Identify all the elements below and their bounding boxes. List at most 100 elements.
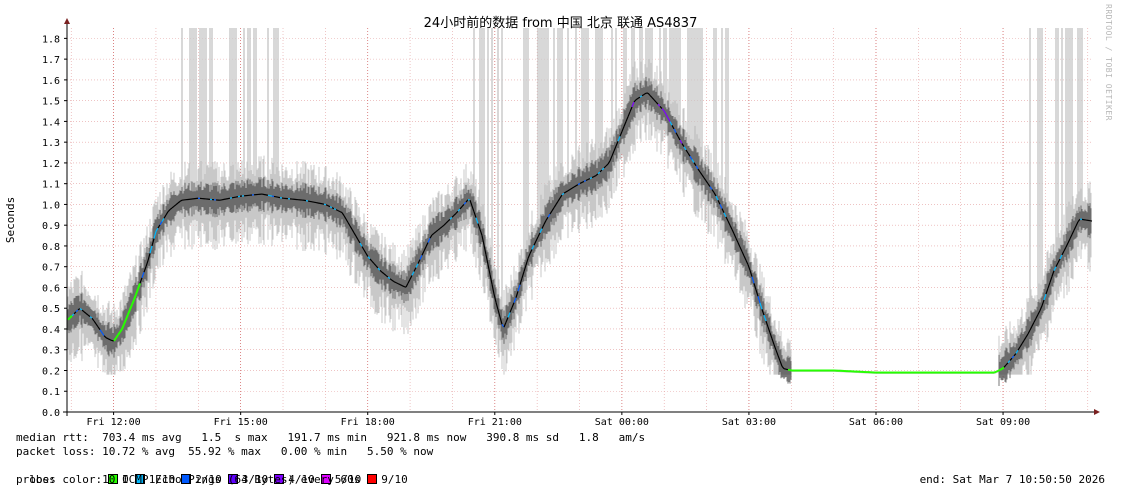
median-segment	[699, 171, 703, 176]
median-segment	[559, 194, 563, 199]
median-segment	[447, 218, 451, 222]
median-segment	[1049, 276, 1053, 283]
median-segment	[523, 264, 527, 272]
median-segment	[997, 369, 1001, 372]
median-segment	[753, 283, 757, 291]
y-tick-label: 0.8	[42, 242, 60, 253]
median-segment	[355, 235, 359, 240]
median-segment	[1011, 355, 1015, 359]
median-segment	[511, 302, 515, 308]
median-segment	[533, 240, 537, 246]
median-segment	[583, 179, 587, 183]
median-segment	[673, 128, 677, 133]
median-segment	[383, 273, 387, 276]
y-tick-label: 0.5	[42, 304, 60, 315]
median-segment	[121, 323, 125, 330]
median-segment	[167, 209, 171, 213]
median-segment	[415, 263, 419, 268]
median-segment	[491, 284, 495, 295]
median-segment	[435, 229, 439, 233]
median-segment	[655, 101, 659, 105]
median-segment	[461, 203, 465, 208]
median-segment	[591, 176, 595, 179]
median-segment	[671, 125, 675, 130]
median-segment	[635, 97, 639, 101]
median-segment	[731, 229, 735, 235]
median-segment	[497, 309, 501, 318]
median-segment	[527, 253, 531, 259]
probe-info: probe: 10 ICMP Echo Pings (64 Bytes) eve…	[16, 473, 361, 486]
median-segment	[157, 224, 161, 229]
median-segment	[667, 117, 671, 122]
median-segment	[101, 332, 105, 336]
median-segment	[1061, 250, 1065, 256]
packet-loss-stats: packet loss: 10.72 % avg 55.92 % max 0.0…	[16, 445, 434, 458]
median-segment	[605, 163, 609, 167]
median-segment	[123, 318, 127, 325]
median-segment	[593, 175, 597, 178]
median-segment	[133, 294, 137, 301]
median-segment	[621, 126, 625, 132]
y-tick-label: 0.3	[42, 346, 60, 357]
median-segment	[151, 238, 155, 247]
median-segment	[143, 266, 147, 273]
median-segment	[395, 282, 399, 285]
median-segment	[717, 199, 721, 205]
median-segment	[99, 329, 103, 334]
median-segment	[755, 289, 759, 297]
loss-color-label: loss color:	[29, 473, 103, 486]
median-segment	[159, 221, 163, 226]
median-segment	[169, 207, 173, 211]
median-segment	[545, 216, 549, 221]
y-tick-label: 1.1	[42, 180, 60, 191]
median-segment	[323, 203, 327, 206]
median-segment	[427, 237, 431, 243]
median-segment	[727, 220, 731, 226]
median-segment	[479, 229, 483, 236]
median-segment	[449, 216, 453, 220]
median-segment	[115, 334, 119, 339]
y-tick-label: 0.1	[42, 387, 60, 398]
median-segment	[615, 141, 619, 147]
median-segment	[463, 201, 467, 205]
median-segment	[749, 270, 753, 277]
loss-color-legend: loss color: 0 1/10 2/10 3/10 4/10 5/10 9/10	[16, 459, 407, 487]
median-rtt-stats: median rtt: 703.4 ms avg 1.5 s max 191.7…	[16, 431, 646, 444]
median-segment	[389, 278, 393, 281]
median-segment	[713, 192, 717, 197]
median-segment	[1065, 242, 1069, 248]
median-segment	[1055, 262, 1059, 267]
median-segment	[693, 162, 697, 167]
y-tick-label: 1.6	[42, 76, 60, 87]
median-segment	[429, 234, 433, 239]
median-segment	[769, 332, 773, 339]
median-segment	[663, 110, 667, 115]
median-segment	[1053, 266, 1057, 271]
median-segment	[145, 260, 149, 267]
y-tick-label: 1.2	[42, 159, 60, 170]
y-tick-label: 0.9	[42, 221, 60, 232]
median-segment	[1057, 258, 1061, 264]
median-segment	[1017, 346, 1021, 351]
median-segment	[1051, 270, 1055, 277]
median-segment	[747, 264, 751, 271]
median-segment	[565, 190, 569, 193]
median-segment	[993, 370, 997, 374]
median-segment	[125, 314, 129, 320]
median-segment	[515, 291, 519, 298]
median-segment	[379, 269, 383, 273]
median-segment	[521, 271, 525, 279]
median-segment	[661, 108, 665, 112]
median-segment	[117, 331, 121, 336]
median-segment	[333, 208, 337, 211]
y-tick-label: 1.0	[42, 200, 60, 211]
median-segment	[757, 296, 761, 304]
median-segment	[685, 149, 689, 154]
median-segment	[587, 177, 591, 181]
median-segment	[153, 231, 157, 239]
median-segment	[567, 188, 571, 192]
x-tick-label: Sat 00:00	[595, 417, 649, 428]
median-segment	[353, 232, 357, 237]
median-segment	[649, 94, 653, 98]
median-segment	[91, 317, 95, 322]
